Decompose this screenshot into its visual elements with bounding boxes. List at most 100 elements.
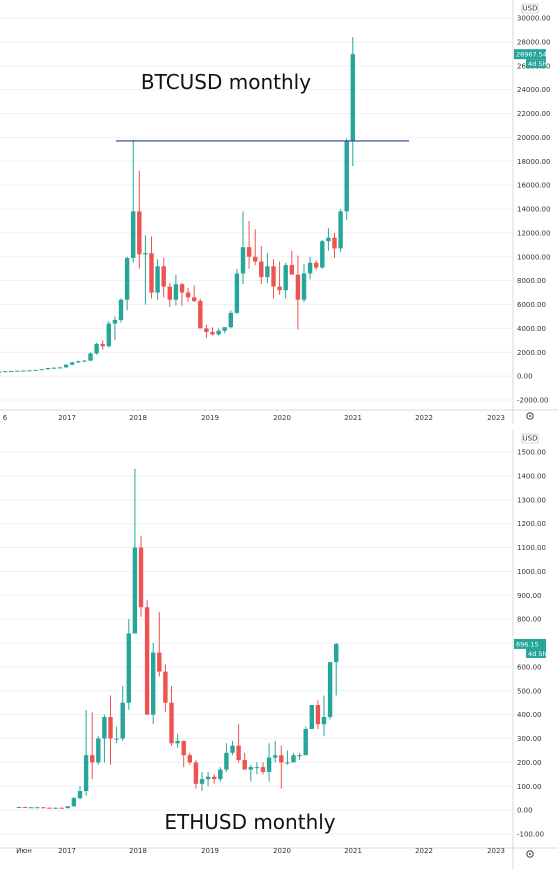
candle xyxy=(39,368,44,371)
candle-body xyxy=(192,297,197,301)
candle xyxy=(137,170,142,269)
candle xyxy=(126,619,131,710)
y-tick-label: 14000.00 xyxy=(517,206,550,214)
candle-body xyxy=(100,343,105,347)
candle xyxy=(192,285,197,303)
currency-label: USD xyxy=(523,5,538,13)
x-tick-label: 2018 xyxy=(129,414,147,422)
candle xyxy=(303,726,308,756)
y-tick-label: 22000.00 xyxy=(517,110,550,118)
candle xyxy=(35,807,40,809)
currency-badge xyxy=(521,3,539,14)
candle xyxy=(259,246,264,285)
y-tick-label: 30000.00 xyxy=(517,15,550,23)
candle-body xyxy=(179,284,185,293)
y-tick-label: 8000.00 xyxy=(517,277,546,285)
gear-hub xyxy=(529,853,531,855)
y-tick-label: 4000.00 xyxy=(517,325,546,333)
candle-body xyxy=(332,237,337,249)
candle-body xyxy=(33,369,38,371)
candle-body xyxy=(70,362,75,365)
candle-body xyxy=(163,671,168,703)
candle-body xyxy=(35,807,40,809)
candle xyxy=(210,327,215,336)
candle xyxy=(350,37,355,167)
candle xyxy=(57,367,63,369)
candle-body xyxy=(199,779,205,784)
x-tick-label: 2019 xyxy=(201,847,219,855)
candle-body xyxy=(204,328,209,332)
currency-label: USD xyxy=(523,435,538,443)
candle xyxy=(185,287,191,303)
candle-body xyxy=(198,300,203,329)
candle-body xyxy=(161,266,166,287)
candle xyxy=(71,796,77,807)
settings-gear-icon[interactable] xyxy=(526,412,534,420)
candle-body xyxy=(205,776,211,780)
candle-body xyxy=(283,265,288,291)
candle-body xyxy=(76,361,81,363)
candle xyxy=(9,370,14,372)
gear-hub xyxy=(529,415,531,417)
candle xyxy=(138,535,144,617)
y-tick-label: -2000.00 xyxy=(517,397,548,405)
candle-body xyxy=(297,755,302,757)
candle xyxy=(218,767,223,782)
candle xyxy=(198,298,203,329)
candle-body xyxy=(210,331,215,335)
candle-body xyxy=(59,807,64,809)
candle-body xyxy=(9,370,14,372)
candle xyxy=(144,600,150,715)
candle xyxy=(83,709,89,796)
x-tick-label: 2019 xyxy=(201,414,219,422)
candle xyxy=(179,283,185,306)
y-tick-label: 24000.00 xyxy=(517,86,550,94)
y-tick-label: 900.00 xyxy=(517,592,542,600)
candle xyxy=(167,283,172,307)
candle-body xyxy=(15,370,20,372)
candle xyxy=(131,139,136,263)
candle-body xyxy=(181,740,186,756)
candle xyxy=(76,360,81,363)
candle-body xyxy=(90,755,95,763)
countdown-badge xyxy=(526,59,546,69)
candle xyxy=(175,733,180,749)
last-price-badge xyxy=(514,49,546,60)
candle xyxy=(173,274,179,306)
x-tick-label: 2020 xyxy=(273,847,291,855)
candle-body xyxy=(88,353,93,361)
candle-body xyxy=(22,807,28,809)
candle xyxy=(253,229,258,266)
settings-gear-icon[interactable] xyxy=(526,850,534,858)
candle xyxy=(124,256,130,311)
candle xyxy=(132,468,138,634)
candle xyxy=(242,752,247,770)
candle-body xyxy=(39,369,44,371)
candle-body xyxy=(16,807,22,809)
candle-body xyxy=(82,360,87,362)
candle-body xyxy=(102,717,107,739)
candle-body xyxy=(218,769,223,780)
candle-body xyxy=(155,266,160,293)
candle xyxy=(70,361,75,366)
candle-body xyxy=(277,286,282,291)
candle-body xyxy=(157,652,162,672)
candle-body xyxy=(112,320,118,324)
candle-body xyxy=(344,140,349,212)
candle xyxy=(120,685,125,741)
candle xyxy=(29,807,34,809)
candle-body xyxy=(0,371,2,373)
candle-body xyxy=(222,327,227,331)
x-tick-label: 2021 xyxy=(344,847,362,855)
candle-body xyxy=(138,547,144,608)
x-tick-label: 2022 xyxy=(415,414,433,422)
candle-body xyxy=(187,755,192,763)
candle-body xyxy=(185,292,191,298)
candle-body xyxy=(301,273,307,300)
candle xyxy=(285,750,290,765)
y-tick-label: 0.00 xyxy=(517,373,533,381)
y-tick-label: 0.00 xyxy=(517,807,533,815)
chart-title: ETHUSD monthly xyxy=(164,810,335,834)
candle xyxy=(96,736,101,765)
